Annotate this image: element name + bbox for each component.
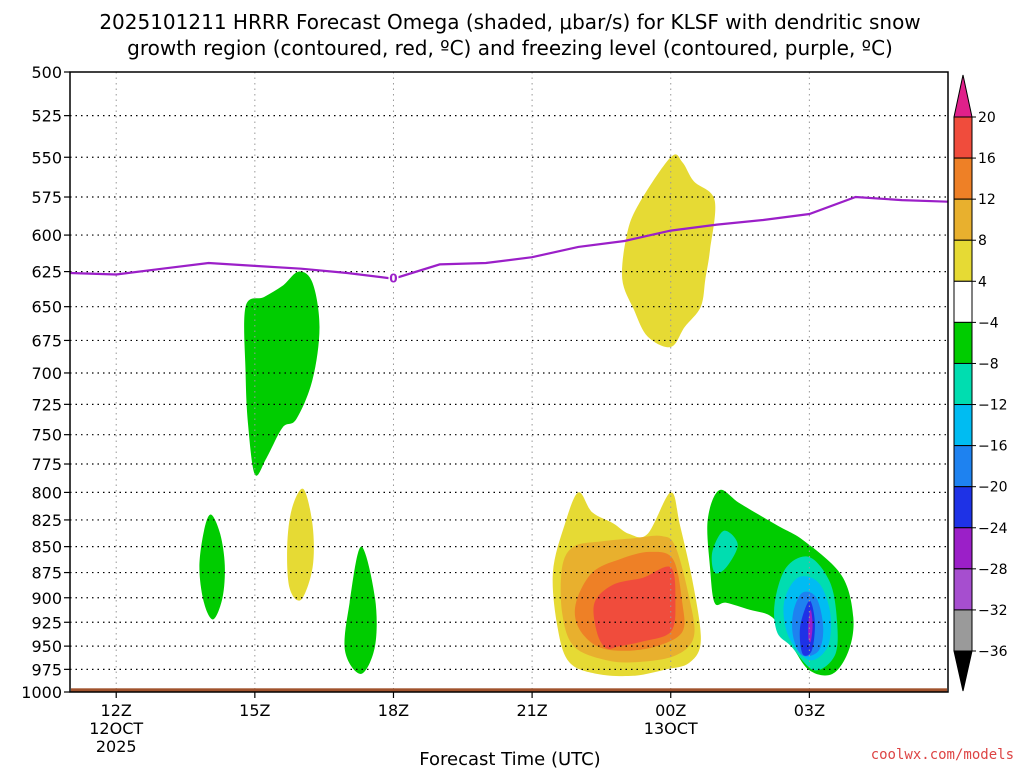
colorbar-swatch <box>953 609 973 652</box>
y-tick-label: 925 <box>31 613 62 632</box>
colorbar: 20 16 12 8 4 −4 −8 −12 −16 −20 −24 −28 −32 −36 <box>953 74 1008 692</box>
colorbar-label: −32 <box>978 603 1008 619</box>
y-tick-label: 950 <box>31 637 62 656</box>
y-tick-label: 1000 <box>21 683 62 702</box>
colorbar-label: −16 <box>978 439 1008 455</box>
x-tick-label: 21Z <box>516 701 547 720</box>
y-tick-label: 700 <box>31 364 62 383</box>
colorbar-swatch <box>953 116 973 159</box>
omega-region <box>244 271 320 476</box>
x-tick-label: 18Z <box>378 701 409 720</box>
colorbar-label: −28 <box>978 562 1008 578</box>
freezing-level: 0 <box>70 195 948 286</box>
y-tick-label: 650 <box>31 298 62 317</box>
plot-frame <box>69 71 949 693</box>
omega-region <box>593 566 676 649</box>
y-tick-label: 575 <box>31 188 62 207</box>
freezing-level-label: 0 <box>389 272 397 286</box>
colorbar-label: 8 <box>978 233 987 249</box>
y-tick-label: 875 <box>31 564 62 583</box>
x-tick-label: 00Z <box>655 701 686 720</box>
omega-region <box>199 514 225 620</box>
y-tick-label: 725 <box>31 395 62 414</box>
chart-title-line1: 2025101211 HRRR Forecast Omega (shaded, … <box>99 10 920 34</box>
colorbar-swatch <box>953 486 973 529</box>
omega-region <box>344 546 377 674</box>
colorbar-label: 12 <box>978 192 996 208</box>
omega-shading <box>199 154 854 677</box>
colorbar-swatch <box>953 198 973 241</box>
colorbar-top-arrow <box>953 74 973 118</box>
y-tick-label: 625 <box>31 263 62 282</box>
plot-area: 0 500 525 550 575 600 625 650 675 700 725 750 775 800… <box>21 63 949 756</box>
y-tick-label: 775 <box>31 455 62 474</box>
colorbar-bottom-arrow <box>953 650 973 692</box>
colorbar-label: −36 <box>978 644 1008 660</box>
y-tick-label: 675 <box>31 331 62 350</box>
colorbar-swatch <box>953 239 973 282</box>
colorbar-label: 4 <box>978 274 987 290</box>
y-tick-label: 975 <box>31 660 62 679</box>
y-tick-label: 850 <box>31 538 62 557</box>
colorbar-label: 16 <box>978 151 996 167</box>
y-tick-label: 900 <box>31 589 62 608</box>
x-tick-label: 12Z <box>101 701 132 720</box>
colorbar-swatch <box>953 527 973 570</box>
omega-region <box>711 530 738 574</box>
y-tick-label: 500 <box>31 63 62 82</box>
y-tick-label: 600 <box>31 226 62 245</box>
y-tick-label: 750 <box>31 426 62 445</box>
omega-region <box>287 488 314 601</box>
y-tick-label: 800 <box>31 483 62 502</box>
terrain <box>71 688 947 692</box>
colorbar-swatch <box>953 157 973 200</box>
y-axis: 500 525 550 575 600 625 650 675 700 725 750 775 800 8… <box>21 63 70 702</box>
x-axis-label: Forecast Time (UTC) <box>419 749 600 768</box>
colorbar-label: −24 <box>978 521 1008 537</box>
terrain-strip <box>71 688 947 692</box>
colorbar-swatch <box>953 568 973 611</box>
colorbar-swatch <box>953 280 973 323</box>
y-tick-label: 825 <box>31 511 62 530</box>
freezing-level-label-bg <box>388 270 399 285</box>
colorbar-label: −12 <box>978 398 1008 414</box>
colorbar-swatch <box>953 321 973 364</box>
colorbar-swatch <box>953 404 973 447</box>
y-tick-label: 525 <box>31 107 62 126</box>
colorbar-label: 20 <box>978 110 996 126</box>
x-tick-label: 03Z <box>794 701 825 720</box>
chart-title-line2: growth region (contoured, red, ºC) and f… <box>127 36 893 60</box>
y-tick-label: 550 <box>31 148 62 167</box>
colorbar-label: −20 <box>978 480 1008 496</box>
colorbar-label: −8 <box>978 356 999 372</box>
x-tick-label: 15Z <box>239 701 270 720</box>
colorbar-swatch <box>953 362 973 406</box>
gridlines <box>70 72 948 692</box>
credit-text[interactable]: coolwx.com/models <box>871 747 1014 763</box>
colorbar-swatch <box>953 445 973 488</box>
x-tick-date-label: 13OCT <box>644 719 698 738</box>
x-tick-date-label: 12OCT <box>89 719 143 738</box>
colorbar-label: −4 <box>978 315 999 331</box>
freezing-level-line <box>70 195 948 280</box>
x-tick-year-label: 2025 <box>96 737 137 756</box>
omega-region <box>621 154 716 348</box>
